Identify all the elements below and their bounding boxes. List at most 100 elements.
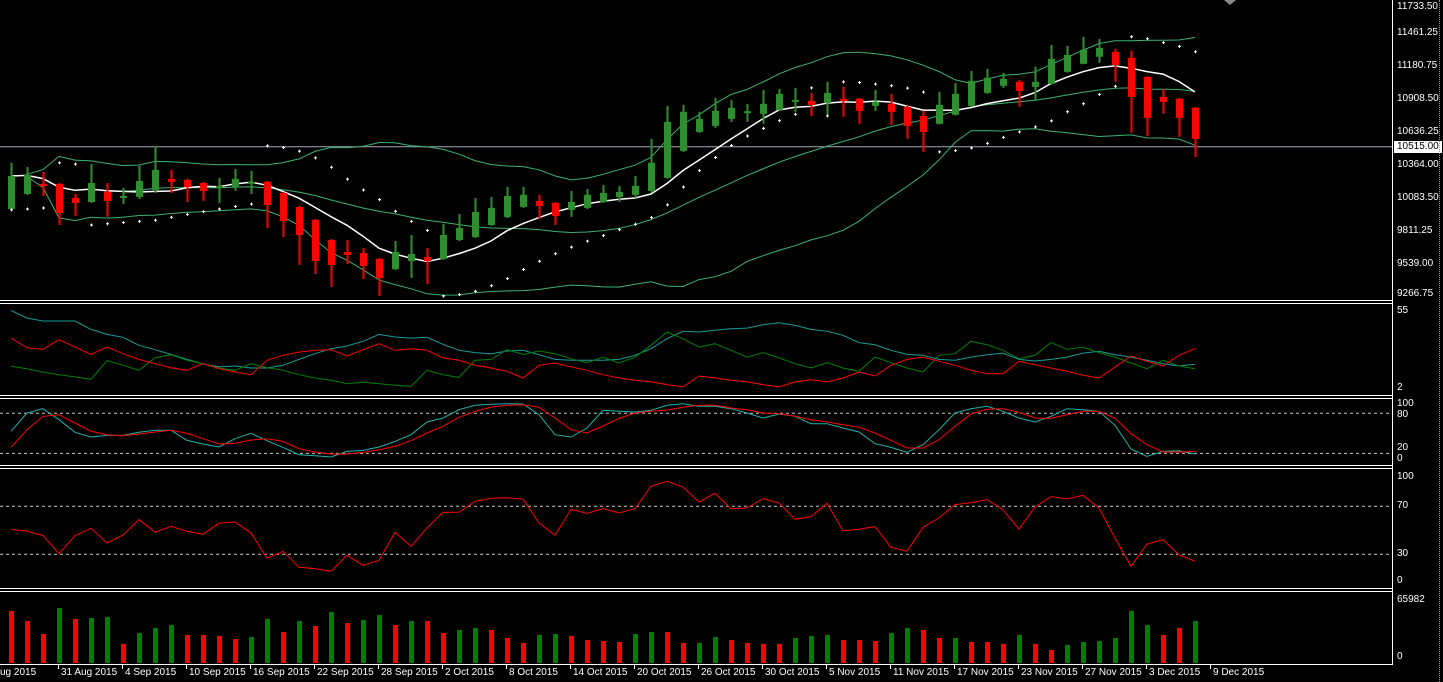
rsi-tick-label: 0 — [1397, 575, 1403, 586]
sar-dot — [26, 207, 29, 211]
stoch-tick-label: 100 — [1397, 398, 1414, 409]
stoch-d-line — [10, 404, 1196, 455]
candle — [840, 86, 847, 117]
volume-bar — [329, 611, 334, 663]
sar-dot — [634, 222, 637, 226]
volume-bar — [681, 643, 686, 663]
volume-bar — [185, 634, 190, 663]
sar-cross — [106, 222, 109, 226]
sar-dot — [1178, 44, 1181, 48]
candle — [456, 213, 463, 241]
candle — [56, 182, 63, 225]
candle-body — [616, 191, 623, 197]
sar-dot — [522, 267, 525, 271]
candle — [520, 186, 527, 208]
sar-cross — [1130, 35, 1133, 39]
sar-cross — [970, 146, 973, 150]
candle — [1144, 76, 1151, 136]
candle-body — [888, 103, 895, 112]
sar-dot — [778, 119, 781, 123]
candle-body — [1016, 81, 1023, 91]
sar-dot — [90, 223, 93, 227]
sar-dot — [1066, 110, 1069, 114]
volume-bar — [761, 643, 766, 663]
sar-dot — [490, 284, 493, 288]
date-tick-label: 2 Oct 2015 — [445, 667, 494, 678]
candle-body — [744, 111, 751, 114]
sar-cross — [426, 228, 429, 232]
candle-body — [536, 200, 543, 206]
date-tick-label: 10 Sep 2015 — [189, 667, 246, 678]
sar-dot — [1050, 119, 1053, 123]
candle-body — [792, 99, 799, 102]
bollinger-upper-line — [26, 37, 1196, 181]
sar-dot — [698, 169, 701, 173]
date-tick-label: 27 Nov 2015 — [1085, 667, 1142, 678]
candle — [824, 81, 831, 115]
sar-dot — [218, 207, 221, 211]
volume-bar — [473, 627, 478, 663]
sar-cross — [1146, 37, 1149, 41]
candle — [472, 197, 479, 238]
volume-bar — [105, 616, 110, 663]
volume-bar — [825, 634, 830, 663]
chart-shift-marker-icon[interactable] — [1224, 0, 1236, 5]
date-tick-label: 16 Sep 2015 — [253, 667, 310, 678]
sar-dot — [650, 215, 653, 219]
sar-dot — [874, 82, 877, 86]
sar-dot — [1082, 102, 1085, 106]
sar-cross — [602, 234, 605, 238]
sar-cross — [922, 90, 925, 94]
sar-cross — [138, 219, 141, 223]
candle — [200, 181, 207, 201]
sar-dot — [794, 112, 797, 116]
volume-bar — [889, 632, 894, 663]
volume-bar — [841, 639, 846, 663]
rsi-panel — [0, 480, 1392, 572]
candle-body — [776, 93, 783, 110]
candle-body — [856, 98, 863, 111]
candle-body — [120, 195, 127, 198]
sar-cross — [58, 161, 61, 165]
candle — [568, 190, 575, 217]
candle-body — [232, 178, 239, 187]
sar-cross — [778, 119, 781, 123]
sar-cross — [234, 205, 237, 209]
sar-dot — [714, 155, 717, 159]
sar-cross — [570, 245, 573, 249]
sar-dot — [666, 203, 669, 207]
volume-bar — [745, 643, 750, 663]
sar-cross — [474, 289, 477, 293]
sar-cross — [618, 228, 621, 232]
volume-bar — [713, 636, 718, 663]
candle-body — [376, 258, 383, 278]
candle-body — [728, 107, 735, 119]
sar-dot — [554, 252, 557, 256]
candle-body — [200, 182, 207, 191]
price-tick-label: 9811.25 — [1397, 225, 1433, 236]
sar-dot — [922, 90, 925, 94]
adx-tick-label: 2 — [1397, 382, 1403, 393]
candle-body — [1176, 98, 1183, 118]
candle-body — [168, 178, 175, 182]
candle — [72, 193, 79, 216]
rsi-line — [10, 480, 1196, 572]
bollinger-middle-line — [10, 87, 1196, 234]
date-tick-label: 4 Sep 2015 — [125, 667, 177, 678]
sar-dot — [138, 219, 141, 223]
sar-dot — [1146, 37, 1149, 41]
sar-cross — [938, 150, 941, 154]
candle-body — [472, 211, 479, 238]
window-edge — [1439, 0, 1440, 682]
candle — [360, 247, 367, 280]
volume-bar — [25, 620, 30, 663]
candle — [536, 194, 543, 219]
sar-cross — [954, 149, 957, 153]
candle — [1080, 36, 1087, 65]
sar-dot — [410, 219, 413, 223]
sar-dot — [250, 202, 253, 206]
candle-body — [904, 106, 911, 126]
candle-body — [40, 183, 47, 186]
candle-body — [552, 202, 559, 216]
